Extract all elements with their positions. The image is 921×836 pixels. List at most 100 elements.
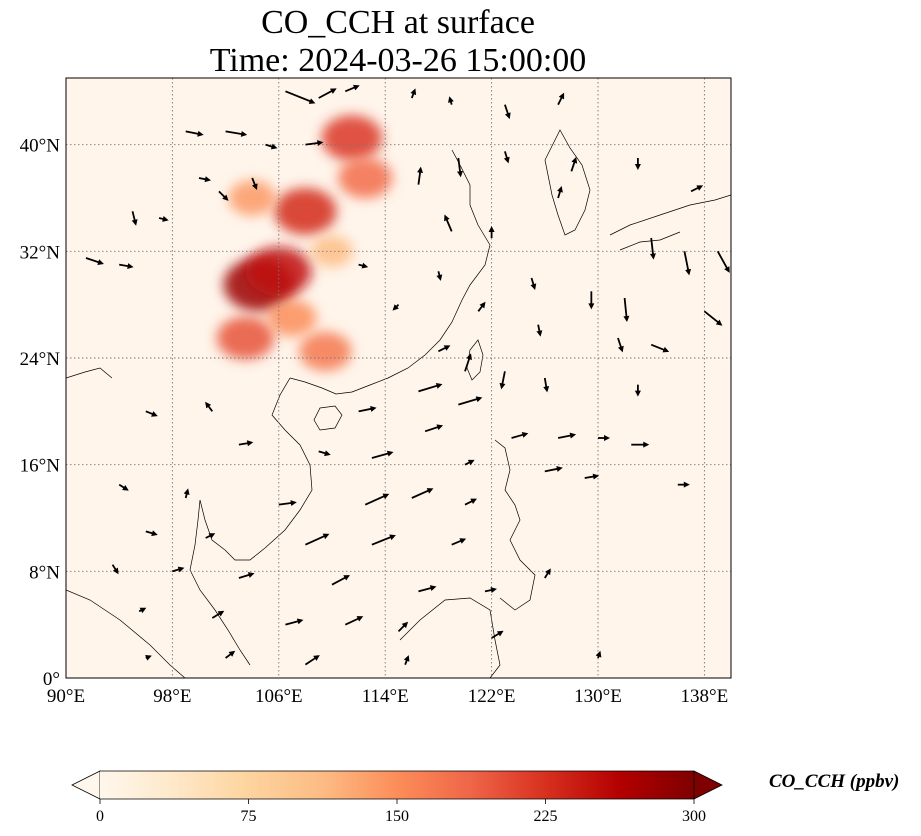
wind-arrow [536,324,543,337]
wind-arrow [145,410,158,417]
wind-arrow [649,237,656,260]
wind-arrow [265,143,278,150]
wind-arrow [205,401,214,412]
wind-arrow [464,498,477,506]
wind-arrow [444,214,453,232]
wind-arrow [305,140,324,147]
map-frame [65,77,732,679]
concentration-patch [310,235,354,268]
longitude-tick-label: 114°E [362,686,409,707]
wind-arrow [211,610,225,619]
china-coast [289,149,491,395]
colorbar-extend-min [71,770,101,800]
wind-arrow [331,575,350,586]
wind-arrow [371,534,396,546]
wind-arrow [448,96,454,105]
wind-arrow [172,566,185,573]
wind-arrow [557,432,577,439]
wind-arrow [557,186,563,199]
wind-arrow [484,587,497,594]
wind-arrow [158,216,169,222]
wind-arrow [418,585,437,593]
wind-arrow [650,343,670,353]
wind-arrow [631,441,650,448]
colorbar-tick-label: 300 [682,808,706,825]
wind-arrow [530,277,537,290]
longitude-tick-label: 138°E [681,686,729,707]
wind-arrow [285,618,304,626]
wind-arrow [634,158,641,170]
wind-arrow [344,616,364,626]
plot-title-line-2: Time: 2024-03-26 15:00:00 [209,42,587,79]
wind-arrow [570,156,578,172]
wind-arrow [677,481,690,488]
concentration-patch [228,180,276,216]
latitude-tick-label: 24°N [20,349,61,370]
borneo-coast [399,597,501,678]
concentration-patch [267,299,317,337]
wind-arrow [145,655,152,661]
wind-arrow [477,301,486,312]
wind-arrow [457,157,463,178]
wind-arrow [85,257,104,265]
concentration-patch [274,187,337,235]
axis-labels: 90°E 98°E 106°E 114°E 122°E 130°E 138°E 0° 8°N 16… [20,136,729,707]
wind-arrow [543,377,550,393]
wind-arrow [491,630,504,639]
wind-arrow [138,607,147,614]
wind-arrow [623,297,630,322]
korea-coast [544,129,591,236]
concentration-patch [338,157,393,199]
wind-arrow [544,568,551,579]
wind-arrow [504,104,511,120]
wind-arrow [225,650,236,659]
wind-arrow [225,130,248,137]
latitude-tick-label: 0° [43,669,60,690]
wind-arrow [145,530,158,537]
wind-arrow [584,473,600,480]
wind-arrow [358,262,369,269]
wind-arrow [318,450,331,457]
wind-arrow [451,538,467,546]
wind-arrow [305,533,330,546]
wind-arrow [464,459,475,466]
wind-arrow [278,500,297,507]
concentration-patch [216,316,275,360]
wind-arrow [411,488,434,499]
wind-arrow [499,371,506,390]
wind-arrow [118,483,129,491]
wind-arrow [238,572,255,579]
longitude-tick-label: 122°E [468,686,516,707]
wind-arrow [238,440,254,447]
wind-arrow [617,337,624,353]
wind-arrow [111,564,119,575]
wind-vectors [85,84,730,666]
wind-arrow [198,176,211,183]
wind-arrow [285,90,316,104]
wind-arrow [304,655,320,666]
wind-arrow [503,151,510,164]
wind-arrow [595,650,602,659]
wind-arrow [218,190,229,201]
wind-arrow [544,465,563,473]
colorbar-label: CO_CCH (ppbv) [769,771,900,792]
wind-arrow [131,211,138,226]
wind-arrow [410,88,417,99]
longitude-tick-label: 106°E [255,686,303,707]
colorbar-tick-label: 75 [241,808,257,825]
wind-arrow [634,384,641,397]
wind-arrow [557,92,565,106]
concentration-patch [299,331,352,371]
longitude-tick-label: 130°E [574,686,622,707]
colorbar-tick-label: 225 [534,808,558,825]
concentration-field [216,115,393,371]
latitude-tick-label: 32°N [20,242,61,263]
longitude-tick-label: 98°E [153,686,191,707]
wind-arrow [185,130,204,137]
wind-arrow [364,493,390,506]
taiwan-coast [466,339,484,381]
wind-arrow [458,396,483,406]
latitude-tick-label: 16°N [20,456,61,477]
